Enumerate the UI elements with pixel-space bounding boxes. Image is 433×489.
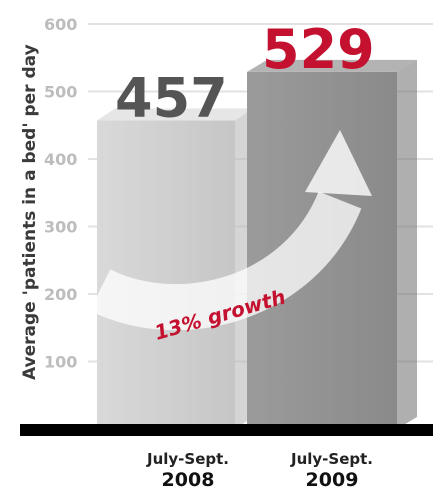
x-label-2008-year: 2008: [162, 469, 215, 489]
y-axis-ticks: 100 200 300 400 500 600: [44, 15, 77, 372]
y-tick-200: 200: [44, 285, 77, 304]
y-tick-100: 100: [44, 353, 77, 372]
bar-top-2008: [97, 108, 253, 121]
x-label-2009-year: 2009: [306, 469, 359, 489]
x-label-2008-period: July-Sept.: [146, 450, 229, 468]
value-labels: 457 529: [115, 18, 375, 130]
y-axis-label: Average 'patients in a bed' per day: [20, 44, 40, 380]
y-tick-400: 400: [44, 150, 77, 169]
x-label-2009-period: July-Sept.: [290, 450, 373, 468]
y-tick-600: 600: [44, 15, 77, 34]
value-label-2009: 529: [262, 18, 375, 81]
y-tick-500: 500: [44, 83, 77, 102]
bar-side-2009: [397, 59, 417, 430]
bar-2008: [97, 108, 253, 430]
bar-top-2009: [247, 59, 417, 72]
value-label-2008: 457: [115, 67, 228, 130]
y-tick-300: 300: [44, 218, 77, 237]
bars: [97, 59, 417, 430]
baseline: [20, 424, 433, 436]
